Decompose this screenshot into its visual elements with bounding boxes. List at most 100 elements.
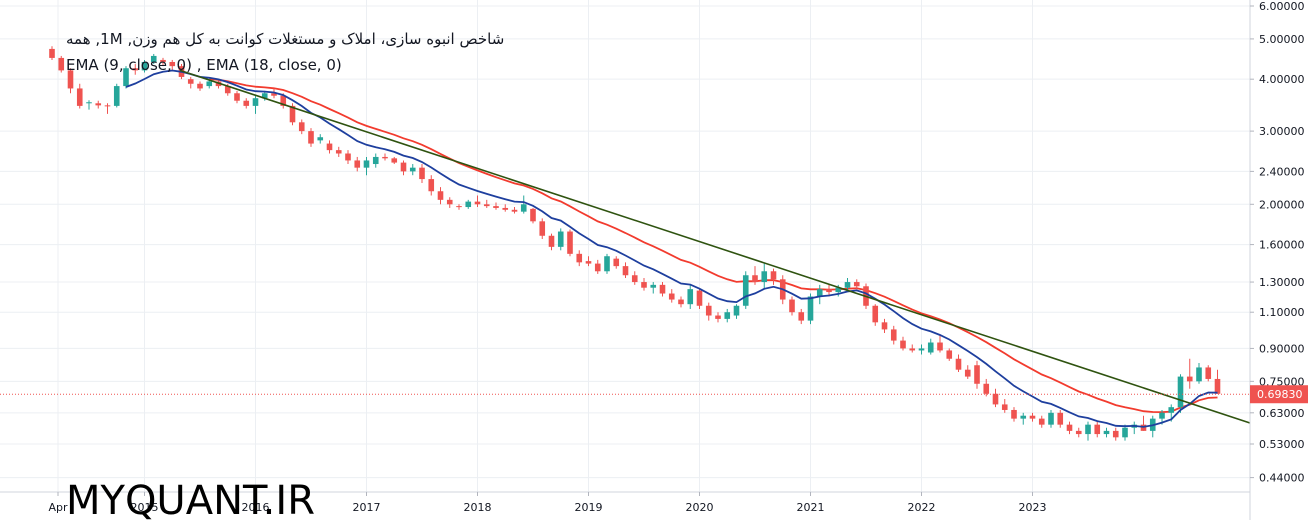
candle-body [576,253,583,263]
candle [493,202,499,210]
candle [326,140,333,154]
candle-body [104,105,111,107]
candle [1001,399,1008,413]
candle [918,344,925,355]
candle-body [354,160,361,168]
candle-body [567,231,573,254]
candle-body [1001,404,1008,410]
candle-body [298,122,305,132]
candle [520,195,527,214]
candle [576,250,583,267]
candle-body [807,296,814,321]
candle [187,76,194,89]
candle-body [1085,424,1091,435]
candle-body [335,150,342,154]
indicator-legend[interactable]: EMA (9, close, 0) , EMA (18, close, 0) [66,56,342,74]
candle-body [909,348,916,351]
candle [308,128,314,147]
candle-body [446,199,453,205]
candle [937,334,943,353]
candle-body [964,369,971,377]
watermark: MYQUANT.IR [66,478,315,524]
candle-body [169,61,176,67]
candle [252,95,259,114]
candle-body [816,289,823,297]
candle [104,103,111,114]
candle [742,271,749,309]
candle-body [1075,430,1082,435]
candle [733,304,740,319]
candle [761,263,768,290]
candle [705,302,712,321]
candle-body [641,282,647,288]
y-axis[interactable]: 6.00000 5.00000 4.00000 3.00000 2.40000 2.000… [1249,0,1308,520]
candle-body [243,100,250,106]
candle [1075,427,1082,438]
candle-body [678,299,684,305]
ema9-line [125,69,1218,428]
candle [1103,427,1110,438]
y-tick-label: 2.40000 [1259,165,1305,178]
candle-body [604,256,610,272]
candle-body [742,275,749,306]
candle-body [594,263,601,272]
candle [409,164,416,176]
candle-body [252,98,259,106]
y-tick-label: 4.00000 [1259,73,1305,86]
x-axis[interactable]: Apr 2015 2016 2017 2018 2019 2020 2021 2022 2023 [48,492,1047,514]
candle [197,81,203,91]
candle [909,344,916,353]
candle [594,259,601,274]
candle [604,253,610,274]
candle [372,153,379,168]
last-price-label: 0.69830 [1257,388,1303,401]
candle [113,83,120,108]
trendline[interactable] [179,69,1251,424]
x-tick-label: 2022 [908,501,936,514]
candle-body [150,55,157,62]
y-tick-label: 2.00000 [1259,198,1305,211]
candle [752,266,758,285]
candle [946,348,953,361]
candle [67,68,74,94]
candle [76,83,83,109]
candle-body [890,329,897,341]
candle-body [881,322,888,330]
candle [382,153,388,161]
candle [1011,407,1017,422]
candle-body [853,282,860,287]
ema18-series [209,78,1218,414]
candle-body [382,156,388,159]
x-tick-label: 2018 [464,501,492,514]
y-tick-label: 1.30000 [1259,276,1305,289]
candle [1149,415,1156,438]
candle [49,46,55,60]
x-tick-label: 2021 [797,501,825,514]
candle-body [261,93,268,99]
x-tick-label: 2020 [686,501,714,514]
candle-body [280,95,287,106]
candle [816,284,823,305]
candle-body [206,81,213,87]
candle [1177,374,1184,413]
candle [881,318,888,334]
x-tick-label: 2016 [242,501,270,514]
candle [511,207,518,214]
candle-body [391,158,398,163]
candle-body [95,103,102,106]
candle [1205,365,1212,382]
candle [955,354,962,372]
candle [335,146,342,157]
x-tick-label: 2023 [1019,501,1047,514]
candle-body [1205,367,1212,379]
candle-body [613,258,620,267]
candle [890,325,897,345]
candle-body [289,105,296,123]
candle [1048,409,1054,428]
candle [826,284,832,297]
candle [1066,421,1073,435]
candle-body [983,383,990,394]
candle-body [409,167,416,172]
y-tick-label: 5.00000 [1259,33,1305,46]
